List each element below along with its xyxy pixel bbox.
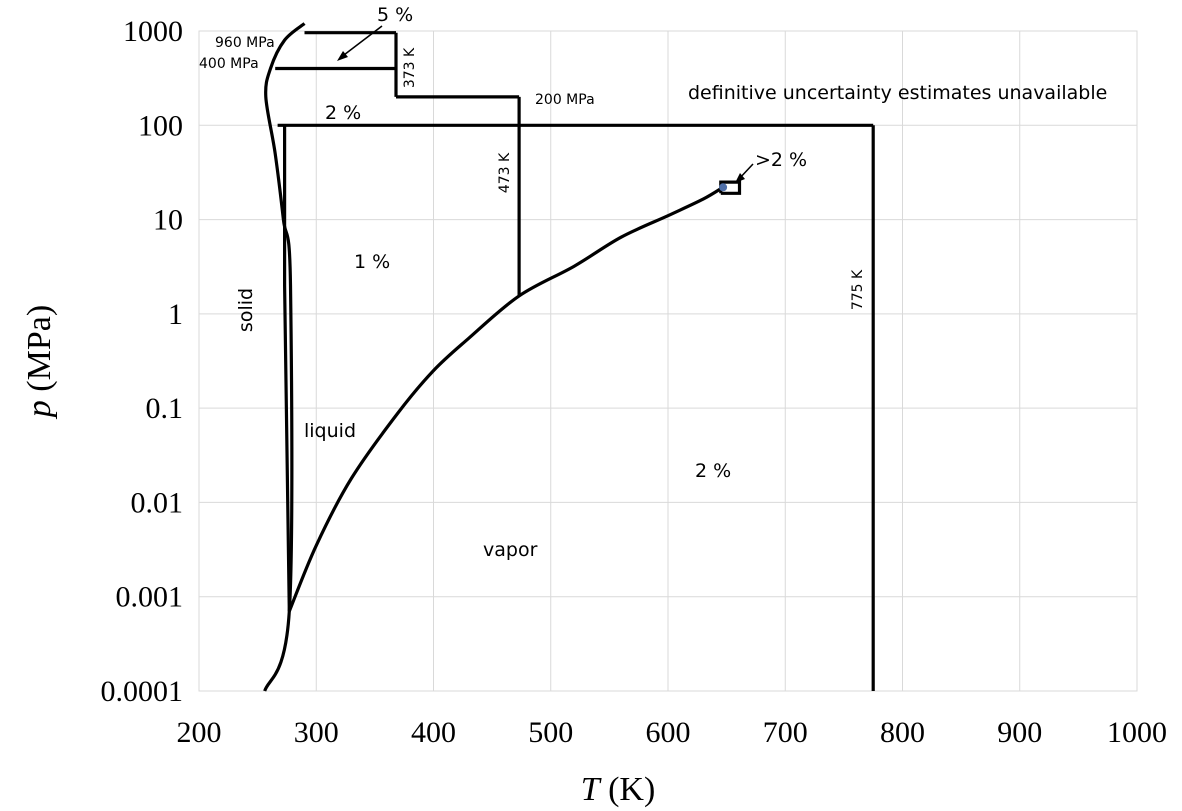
uncertainty-boundaries [263, 22, 875, 692]
label-5pct: 5 % [377, 4, 413, 26]
y-tick-label: 1000 [123, 15, 183, 48]
label-2pct-vapor: 2 % [695, 460, 731, 482]
label-1pct: 1 % [354, 251, 390, 273]
arrow-5pct-head [337, 51, 348, 61]
vapor-curve [287, 185, 724, 612]
critical-point-marker [719, 183, 728, 192]
label-gt2pct: >2 % [755, 149, 807, 171]
arrow-gt2pct-head [735, 173, 745, 183]
grid [198, 30, 1138, 692]
x-tick-label: 1000 [1107, 716, 1167, 749]
label-200mpa: 200 MPa [535, 92, 595, 108]
label-473k: 473 K [497, 152, 513, 193]
y-axis-label: p (MPa) [21, 305, 58, 419]
y-tick-label: 10 [153, 204, 183, 237]
label-400mpa: 400 MPa [199, 56, 259, 72]
label-373k: 373 K [402, 47, 418, 88]
label-2pct-top: 2 % [325, 102, 361, 124]
x-tick-label: 400 [411, 716, 456, 749]
x-tick-label: 600 [646, 716, 691, 749]
plot-frame [198, 30, 1138, 692]
label-775k: 775 K [850, 269, 866, 310]
x-tick-labels: 200 300 400 500 600 700 800 900 1000 [177, 716, 1168, 749]
liquid-boundary-273K [283, 125, 291, 612]
label-unavailable: definitive uncertainty estimates unavail… [688, 82, 1107, 104]
x-axis-label: T (K) [581, 771, 656, 808]
arrows [337, 25, 754, 183]
y-tick-label: 0.01 [131, 486, 184, 519]
x-tick-label: 700 [763, 716, 808, 749]
arrow-5pct [339, 25, 383, 59]
melting-curve [263, 22, 306, 692]
x-tick-label: 900 [997, 716, 1042, 749]
label-vapor: vapor [483, 539, 538, 561]
label-solid: solid [235, 288, 257, 332]
y-tick-label: 100 [138, 109, 183, 142]
x-tick-label: 300 [294, 716, 339, 749]
label-960mpa: 960 MPa [215, 35, 275, 51]
x-tick-label: 800 [880, 716, 925, 749]
x-tick-label: 500 [528, 716, 573, 749]
y-tick-label: 1 [168, 298, 183, 331]
x-tick-label: 200 [177, 716, 222, 749]
y-tick-label: 0.0001 [101, 675, 184, 708]
y-tick-labels: 0.0001 0.001 0.01 0.1 1 10 100 1000 [101, 15, 184, 708]
y-tick-label: 0.001 [116, 581, 184, 614]
y-tick-label: 0.1 [146, 392, 184, 425]
annotations: 5 % 960 MPa 400 MPa 373 K 200 MPa defini… [199, 4, 1107, 561]
label-liquid: liquid [304, 420, 356, 442]
